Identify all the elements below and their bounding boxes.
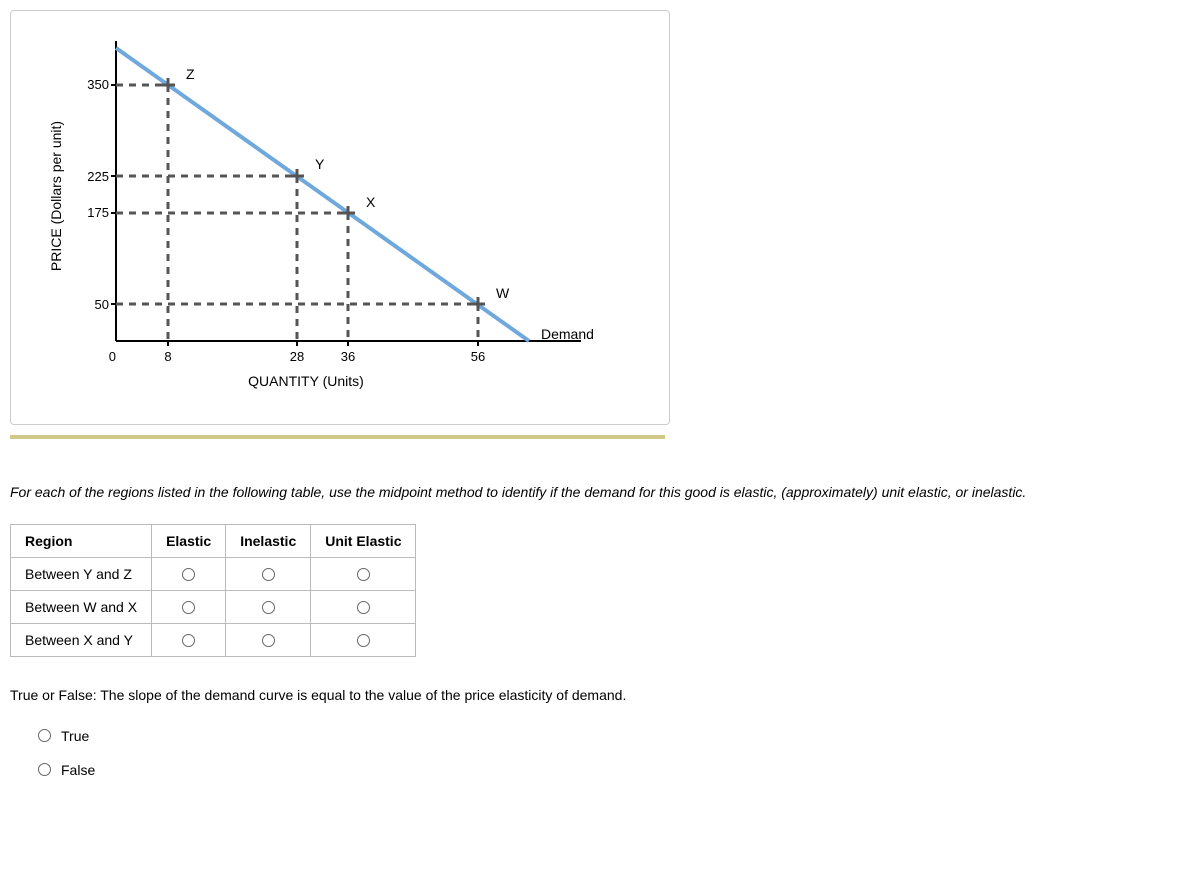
question-prompt: For each of the regions listed in the fo… — [10, 479, 1190, 506]
true-false-question: True or False: The slope of the demand c… — [10, 687, 1190, 703]
x-tick-8: 8 — [164, 349, 171, 364]
radio-yz-inelastic[interactable] — [262, 568, 275, 581]
demand-line — [116, 48, 529, 341]
radio-xy-inelastic[interactable] — [262, 634, 275, 647]
row-label: Between X and Y — [11, 623, 152, 656]
col-unit-elastic: Unit Elastic — [311, 524, 416, 557]
radio-false[interactable] — [38, 763, 51, 776]
x-tick-28: 28 — [290, 349, 304, 364]
y-tick-175: 175 — [87, 205, 109, 220]
y-tick-50: 50 — [95, 297, 109, 312]
col-inelastic: Inelastic — [226, 524, 311, 557]
radio-wx-unit[interactable] — [357, 601, 370, 614]
row-label: Between W and X — [11, 590, 152, 623]
radio-yz-elastic[interactable] — [182, 568, 195, 581]
label-z: Z — [186, 66, 195, 82]
x-axis-label: QUANTITY (Units) — [248, 373, 364, 389]
y-tick-225: 225 — [87, 169, 109, 184]
x-tick-56: 56 — [471, 349, 485, 364]
table-row: Between Y and Z — [11, 557, 416, 590]
radio-wx-inelastic[interactable] — [262, 601, 275, 614]
radio-wx-elastic[interactable] — [182, 601, 195, 614]
true-false-options: True False — [38, 728, 1190, 778]
option-true-label: True — [61, 728, 89, 744]
elasticity-table: Region Elastic Inelastic Unit Elastic Be… — [10, 524, 416, 657]
table-row: Between W and X — [11, 590, 416, 623]
section-divider — [10, 435, 665, 439]
y-axis-label: PRICE (Dollars per unit) — [48, 121, 64, 271]
demand-chart-container: 350 225 175 50 0 8 28 36 56 — [10, 10, 670, 425]
col-region: Region — [11, 524, 152, 557]
radio-xy-unit[interactable] — [357, 634, 370, 647]
row-label: Between Y and Z — [11, 557, 152, 590]
option-false-label: False — [61, 762, 95, 778]
x-tick-0: 0 — [109, 349, 116, 364]
demand-chart: 350 225 175 50 0 8 28 36 56 — [21, 21, 661, 411]
label-w: W — [496, 285, 510, 301]
radio-true[interactable] — [38, 729, 51, 742]
radio-xy-elastic[interactable] — [182, 634, 195, 647]
x-tick-36: 36 — [341, 349, 355, 364]
radio-yz-unit[interactable] — [357, 568, 370, 581]
demand-label: Demand — [541, 326, 594, 342]
col-elastic: Elastic — [152, 524, 226, 557]
label-y: Y — [315, 156, 325, 172]
y-tick-350: 350 — [87, 77, 109, 92]
table-row: Between X and Y — [11, 623, 416, 656]
label-x: X — [366, 194, 376, 210]
